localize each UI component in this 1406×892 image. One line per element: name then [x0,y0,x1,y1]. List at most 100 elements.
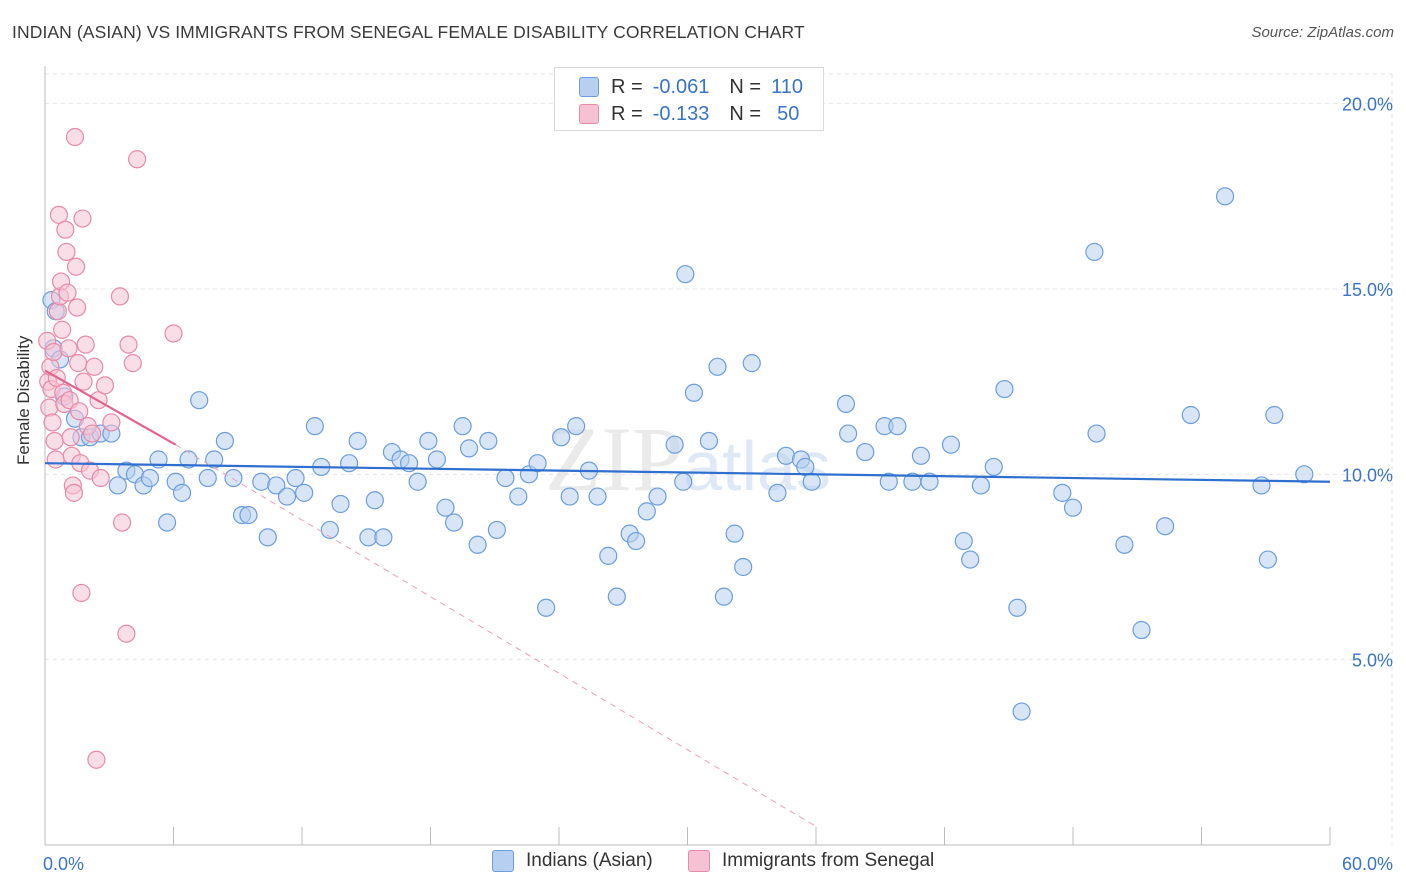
indians-data-point [879,472,898,491]
indians-data-point [674,472,693,491]
indians-data-point [648,487,667,506]
indians-data-point [277,487,297,506]
indians-data-point [1265,405,1284,425]
indians-data-point [224,468,243,488]
indians-data-point [305,417,324,436]
senegal-data-point [85,357,104,376]
indians-data-point [1215,187,1235,206]
indians-data-point [267,476,286,495]
senegal-data-point [117,624,136,643]
senegal-legend-swatch-icon [688,850,710,872]
indians-data-point [198,468,217,488]
indians-data-point [453,417,472,436]
n-label: N = [729,102,762,125]
n-value-indians: 110 [771,75,803,98]
senegal-data-point [53,320,72,339]
indians-data-point [252,472,271,491]
indians-data-point [552,428,571,447]
legend-item-senegal: Immigrants from Senegal [688,850,934,872]
indians-data-point [567,417,586,436]
indians-data-point [588,487,607,506]
indians-data-point [839,424,858,443]
indians-data-point [920,472,939,491]
senegal-data-point [72,583,91,603]
indians-data-point [190,391,209,410]
y-tick-label: 15.0% [1342,280,1393,300]
indians-data-point [108,476,127,495]
senegal-data-point [45,431,64,451]
indians-data-point [479,431,498,451]
series-indians-points [42,187,1314,721]
senegal-data-point [70,402,89,421]
y-tick-label: 10.0% [1342,465,1393,485]
indians-data-point [528,454,547,473]
series-senegal-points [38,127,183,769]
senegal-trend-extension [175,444,817,827]
senegal-data-point [48,302,67,321]
indians-data-point [725,524,744,543]
senegal-data-point [83,424,102,443]
indians-data-point [665,435,684,454]
indians-data-point [140,468,160,488]
indians-data-point [340,454,359,473]
indians-data-point [157,513,177,532]
indians-data-point [684,383,704,402]
axes [44,66,1331,846]
y-tick-label: 20.0% [1342,95,1393,115]
stats-row-senegal: R = -0.133 N = 50 [579,102,799,126]
x-tick-labels: 0.0% 60.0% [43,854,1393,874]
indians-data-point [1258,550,1277,569]
senegal-data-point [59,339,78,358]
n-value-senegal: 50 [777,102,800,125]
y-axis-label: Female Disability [14,335,33,465]
indians-data-point [295,483,314,502]
indians-swatch-icon [579,77,599,97]
senegal-data-point [91,468,110,488]
indians-data-point [331,494,350,514]
indians-data-point [444,513,464,532]
indians-data-point [436,498,455,517]
indians-data-point [699,431,719,451]
stats-row-indians: R = -0.061 N = 110 [579,75,803,99]
indians-data-point [1181,405,1200,425]
indians-data-point [637,502,656,521]
indians-data-point [408,472,427,491]
senegal-trend-line [44,369,177,446]
senegal-data-point [46,450,65,469]
indians-data-point [1085,242,1104,262]
senegal-data-point [40,398,59,417]
indians-data-point [348,431,367,451]
senegal-data-point [56,220,75,239]
indians-data-point [742,354,761,373]
senegal-data-point [119,335,138,354]
senegal-data-point [112,513,132,532]
indians-data-point [954,531,973,551]
senegal-data-point [64,483,84,502]
senegal-data-point [44,342,63,362]
indians-data-point [599,546,618,565]
senegal-data-point [57,242,76,262]
indians-data-point [607,587,626,606]
senegal-swatch-icon [579,104,599,124]
legend-label-senegal: Immigrants from Senegal [722,850,935,871]
indians-data-point [708,357,727,376]
senegal-data-point [76,335,95,354]
indians-data-point [776,446,796,465]
senegal-data-point [102,413,121,432]
n-label: N = [729,75,762,98]
indians-trend-line [44,462,1331,483]
indians-data-point [496,468,515,488]
indians-data-point [1115,535,1134,554]
senegal-data-point [58,283,77,302]
indians-data-point [1252,476,1271,495]
indians-data-point [487,520,506,540]
indians-data-point [714,587,734,606]
r-label: R = [611,102,643,125]
senegal-data-point [65,127,85,147]
indians-data-point [560,487,579,506]
indians-data-point [179,450,198,469]
indians-data-point [984,457,1003,477]
indians-data-point [856,442,875,462]
indians-data-point [676,265,695,284]
